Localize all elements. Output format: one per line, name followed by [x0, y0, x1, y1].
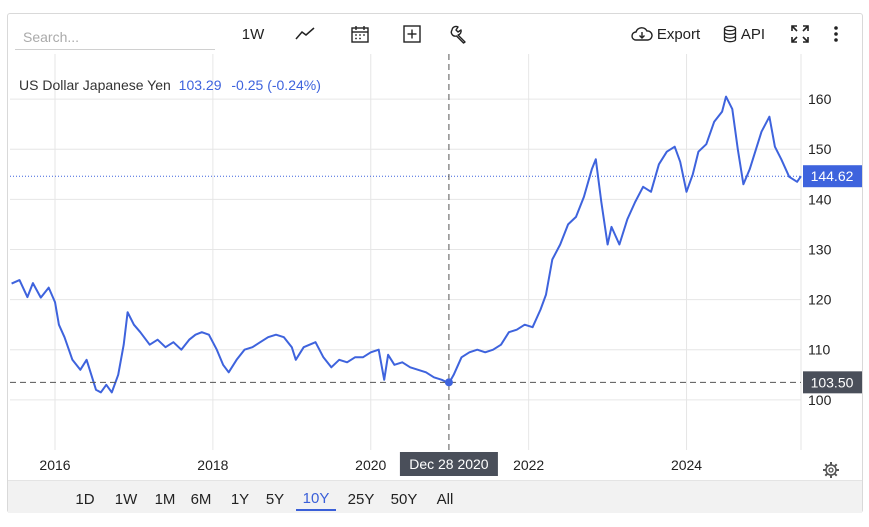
export-label: Export — [656, 25, 701, 43]
y-tick-label: 100 — [808, 392, 832, 408]
chart-legend: US Dollar Japanese Yen 103.29 -0.25 (-0.… — [19, 77, 321, 93]
chart-widget: 1W — [7, 13, 863, 513]
y-tick-label: 130 — [808, 241, 832, 257]
price-chart[interactable]: 100 110 120 130 140 150 160 2016 2018 2020 2022 202… — [8, 14, 862, 480]
interval-button[interactable]: 1W — [240, 22, 266, 46]
fullscreen-button[interactable] — [789, 22, 811, 46]
x-tick-label: 2020 — [355, 457, 386, 473]
x-tick-label: 2022 — [513, 457, 544, 473]
chart-settings-icon[interactable] — [823, 462, 839, 478]
range-button-1y[interactable]: 1Y — [230, 490, 250, 508]
y-tick-label: 120 — [808, 292, 832, 308]
range-button-6m[interactable]: 6M — [190, 490, 212, 508]
x-tick-label: 2024 — [671, 457, 702, 473]
api-button[interactable]: API — [720, 22, 768, 46]
crosshair-price-label: 103.50 — [811, 374, 854, 390]
more-menu-button[interactable] — [828, 22, 844, 46]
last-price-tag — [803, 165, 862, 188]
chart-toolbar: 1W — [8, 14, 862, 54]
wrench-icon — [450, 25, 466, 44]
more-vertical-icon — [834, 26, 838, 42]
x-tick-label: 2016 — [39, 457, 70, 473]
crosshair-point — [444, 378, 453, 387]
y-tick-label: 140 — [808, 191, 832, 207]
crosshair-date-label: Dec 28 2020 — [409, 456, 489, 472]
calendar-icon — [351, 26, 369, 43]
range-button-1m[interactable]: 1M — [154, 490, 176, 508]
cloud-download-icon — [631, 27, 653, 41]
date-range-button[interactable] — [349, 22, 371, 46]
range-button-1d[interactable]: 1D — [75, 490, 95, 508]
range-button-50y[interactable]: 50Y — [390, 490, 418, 508]
range-selector: 1D 1W 1M 6M 1Y 5Y 10Y 25Y 50Y All — [8, 480, 862, 513]
crosshair-date-tag — [399, 452, 498, 476]
last-price-label: 144.62 — [811, 168, 854, 184]
price-series-line — [11, 95, 802, 394]
range-button-1w[interactable]: 1W — [114, 490, 138, 508]
expand-icon — [791, 25, 809, 43]
y-tick-label: 160 — [808, 91, 832, 107]
crosshair-price-tag — [803, 371, 862, 394]
line-chart-icon — [295, 27, 315, 40]
range-button-10y[interactable]: 10Y — [296, 487, 336, 511]
y-tick-label: 150 — [808, 141, 832, 157]
search-input[interactable] — [15, 24, 215, 50]
legend-change: -0.25 (-0.24%) — [231, 77, 321, 93]
compare-button[interactable] — [401, 22, 423, 46]
instrument-name: US Dollar Japanese Yen — [19, 77, 171, 93]
api-label: API — [740, 25, 766, 43]
range-button-all[interactable]: All — [436, 490, 454, 508]
legend-value: 103.29 — [178, 77, 222, 93]
chart-type-button[interactable] — [293, 22, 317, 46]
export-button[interactable]: Export — [628, 22, 702, 46]
plus-square-icon — [403, 25, 421, 43]
database-icon — [723, 25, 737, 43]
range-button-5y[interactable]: 5Y — [265, 490, 285, 508]
y-tick-label: 110 — [808, 342, 831, 358]
range-button-25y[interactable]: 25Y — [347, 490, 375, 508]
x-tick-label: 2018 — [197, 457, 228, 473]
settings-tools-button[interactable] — [448, 22, 470, 46]
interval-label: 1W — [241, 25, 265, 43]
